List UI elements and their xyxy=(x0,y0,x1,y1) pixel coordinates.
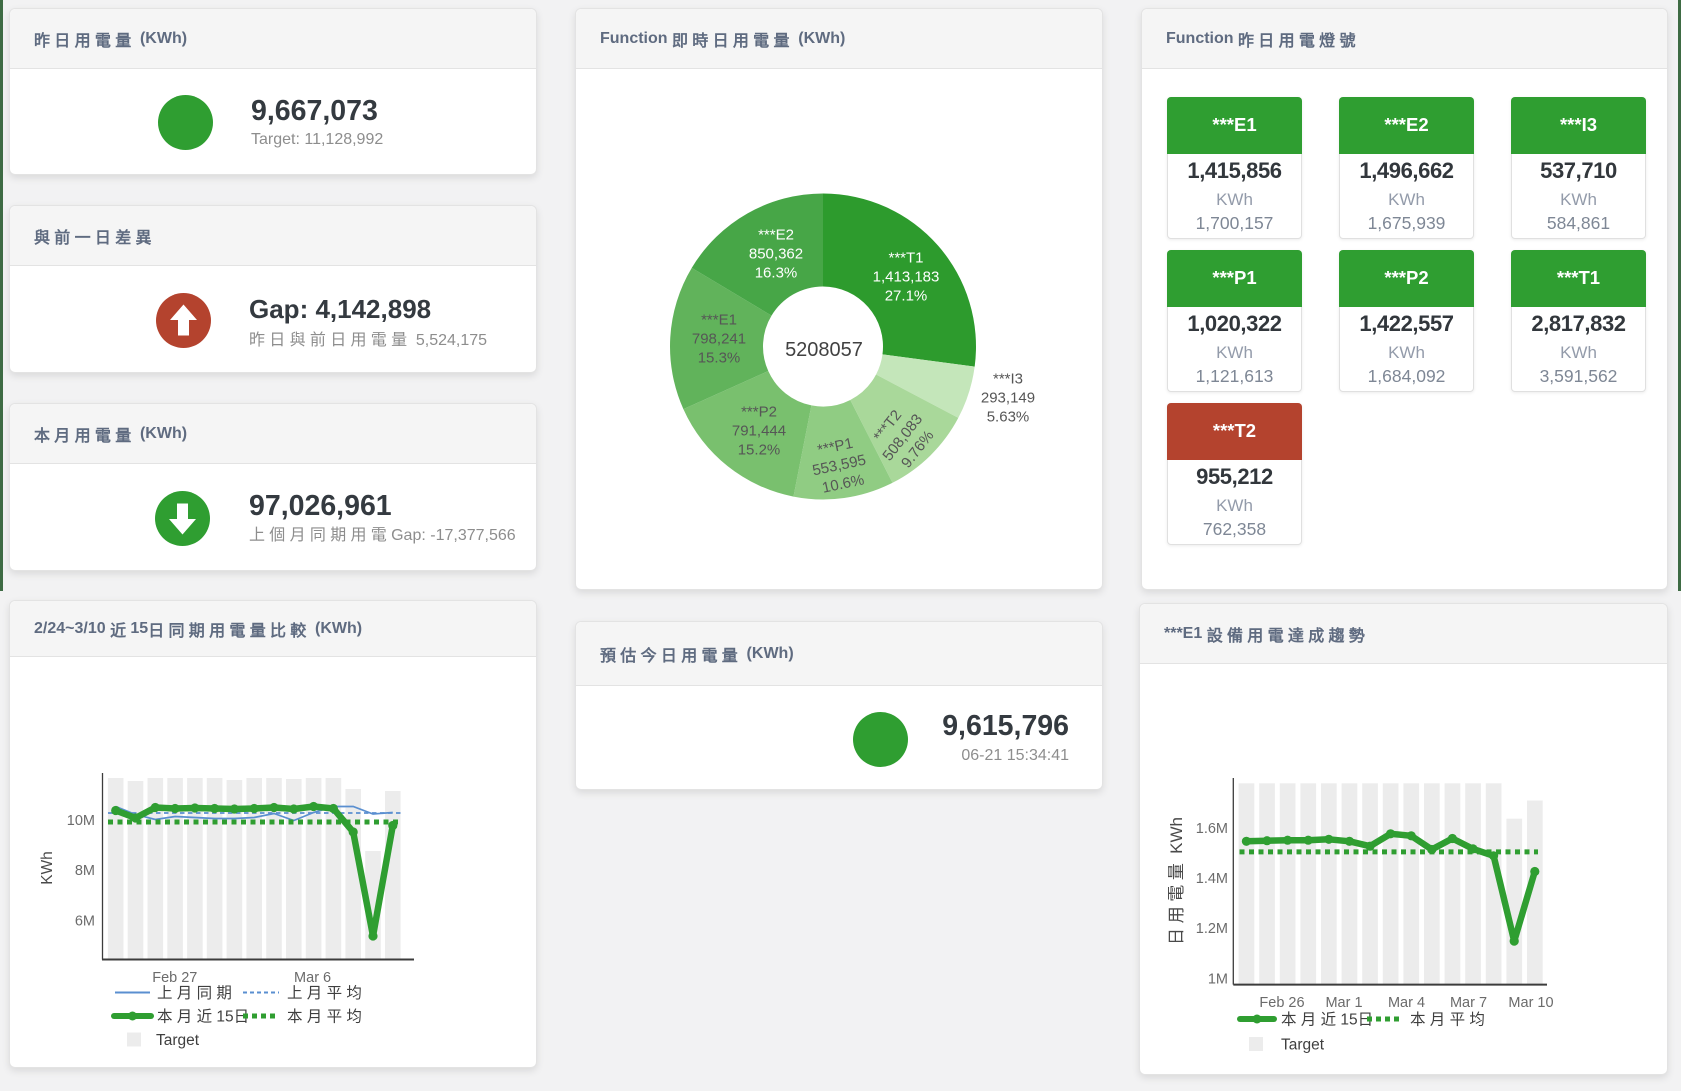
svg-text:KWh: KWh xyxy=(39,851,56,885)
svg-text:1.4M: 1.4M xyxy=(1196,871,1228,887)
svg-text:293,149: 293,149 xyxy=(981,390,1035,407)
svg-text:1.6M: 1.6M xyxy=(1196,821,1228,837)
svg-text:15.2%: 15.2% xyxy=(738,442,781,459)
svg-text:798,241: 798,241 xyxy=(692,331,746,348)
svg-text:5.63%: 5.63% xyxy=(987,409,1030,426)
svg-text:本月近15日: 本月近15日 xyxy=(157,1008,253,1026)
svg-text:上月平均: 上月平均 xyxy=(287,984,366,1002)
svg-text:1,413,183: 1,413,183 xyxy=(873,269,940,286)
svg-text:***E2: ***E2 xyxy=(758,227,794,244)
svg-text:791,444: 791,444 xyxy=(732,423,786,440)
svg-text:6M: 6M xyxy=(75,914,95,930)
svg-text:本月平均: 本月平均 xyxy=(1410,1011,1489,1029)
svg-text:***E1: ***E1 xyxy=(701,312,737,329)
svg-text:***T1: ***T1 xyxy=(888,250,923,267)
svg-text:本月平均: 本月平均 xyxy=(287,1008,366,1026)
svg-text:本月近15日: 本月近15日 xyxy=(1281,1011,1377,1029)
svg-text:27.1%: 27.1% xyxy=(885,288,928,305)
svg-text:***I3: ***I3 xyxy=(993,371,1023,388)
svg-text:Mar 6: Mar 6 xyxy=(294,970,331,986)
svg-text:1.2M: 1.2M xyxy=(1196,921,1228,937)
svg-text:1M: 1M xyxy=(1208,971,1228,987)
svg-text:10M: 10M xyxy=(67,813,95,829)
svg-text:***P2: ***P2 xyxy=(741,404,777,421)
svg-text:8M: 8M xyxy=(75,863,95,879)
svg-text:15.3%: 15.3% xyxy=(698,350,741,367)
svg-text:Feb 26: Feb 26 xyxy=(1259,995,1304,1011)
svg-text:Mar 1: Mar 1 xyxy=(1325,995,1362,1011)
svg-text:Target: Target xyxy=(1281,1037,1325,1054)
svg-text:16.3%: 16.3% xyxy=(755,265,798,282)
svg-text:Target: Target xyxy=(156,1032,200,1049)
svg-text:5208057: 5208057 xyxy=(785,339,863,361)
svg-text:Mar 4: Mar 4 xyxy=(1388,995,1425,1011)
svg-text:上月同期: 上月同期 xyxy=(157,984,236,1002)
svg-text:Feb 27: Feb 27 xyxy=(152,970,197,986)
svg-text:Mar 10: Mar 10 xyxy=(1508,995,1553,1011)
svg-text:日用電量 KWh: 日用電量 KWh xyxy=(1167,817,1186,945)
svg-text:Mar 7: Mar 7 xyxy=(1450,995,1487,1011)
svg-text:850,362: 850,362 xyxy=(749,246,803,263)
